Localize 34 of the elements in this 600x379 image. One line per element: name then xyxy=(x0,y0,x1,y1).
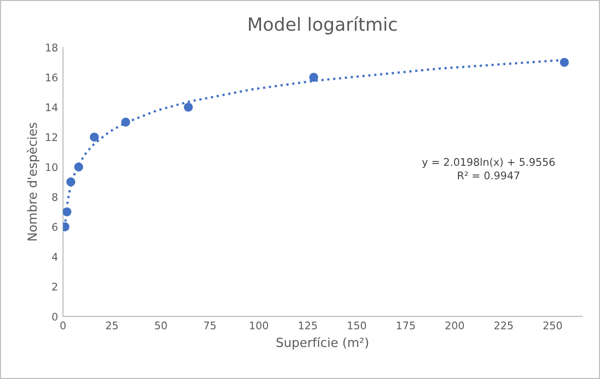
annotation: R² = 0.9947 xyxy=(458,172,520,180)
y-tick-label: 8 xyxy=(52,193,58,201)
y-tick-label: 10 xyxy=(46,163,58,172)
y-tick-label: 4 xyxy=(52,253,58,261)
x-tick-label: 75 xyxy=(204,322,216,330)
point xyxy=(63,207,72,216)
point xyxy=(90,132,99,142)
y-tick-label: 2 xyxy=(52,282,58,291)
y-tick-label: 12 xyxy=(46,133,58,142)
annotation: y = 2.0198ln(x) + 5.9556 xyxy=(422,158,555,168)
point xyxy=(121,118,130,127)
y-axis-title: Nombre d'espècies xyxy=(26,122,40,240)
x-tick-label: 50 xyxy=(155,322,167,330)
x-tick-label: 25 xyxy=(106,322,118,330)
x-tick-label: 0 xyxy=(60,322,66,330)
point xyxy=(560,58,569,67)
x-tick-label: 175 xyxy=(396,322,415,330)
x-tick-label: 150 xyxy=(348,322,366,330)
chart-title: Model logarítmic xyxy=(248,16,397,34)
y-tick-label: 6 xyxy=(52,222,58,231)
point xyxy=(74,162,84,172)
x-tick-label: 225 xyxy=(494,322,513,330)
x-tick-label: 200 xyxy=(446,322,464,330)
y-tick-label: 0 xyxy=(52,312,58,321)
point xyxy=(184,102,193,112)
y-tick-label: 16 xyxy=(46,74,58,82)
y-tick-label: 18 xyxy=(46,44,58,52)
x-tick-label: 125 xyxy=(299,322,317,330)
x-axis-title: Superfície (m²) xyxy=(276,336,368,350)
x-tick-label: 250 xyxy=(543,322,562,330)
point xyxy=(309,72,318,82)
point xyxy=(66,177,76,186)
y-tick-label: 14 xyxy=(46,104,58,112)
x-tick-label: 100 xyxy=(250,322,268,330)
